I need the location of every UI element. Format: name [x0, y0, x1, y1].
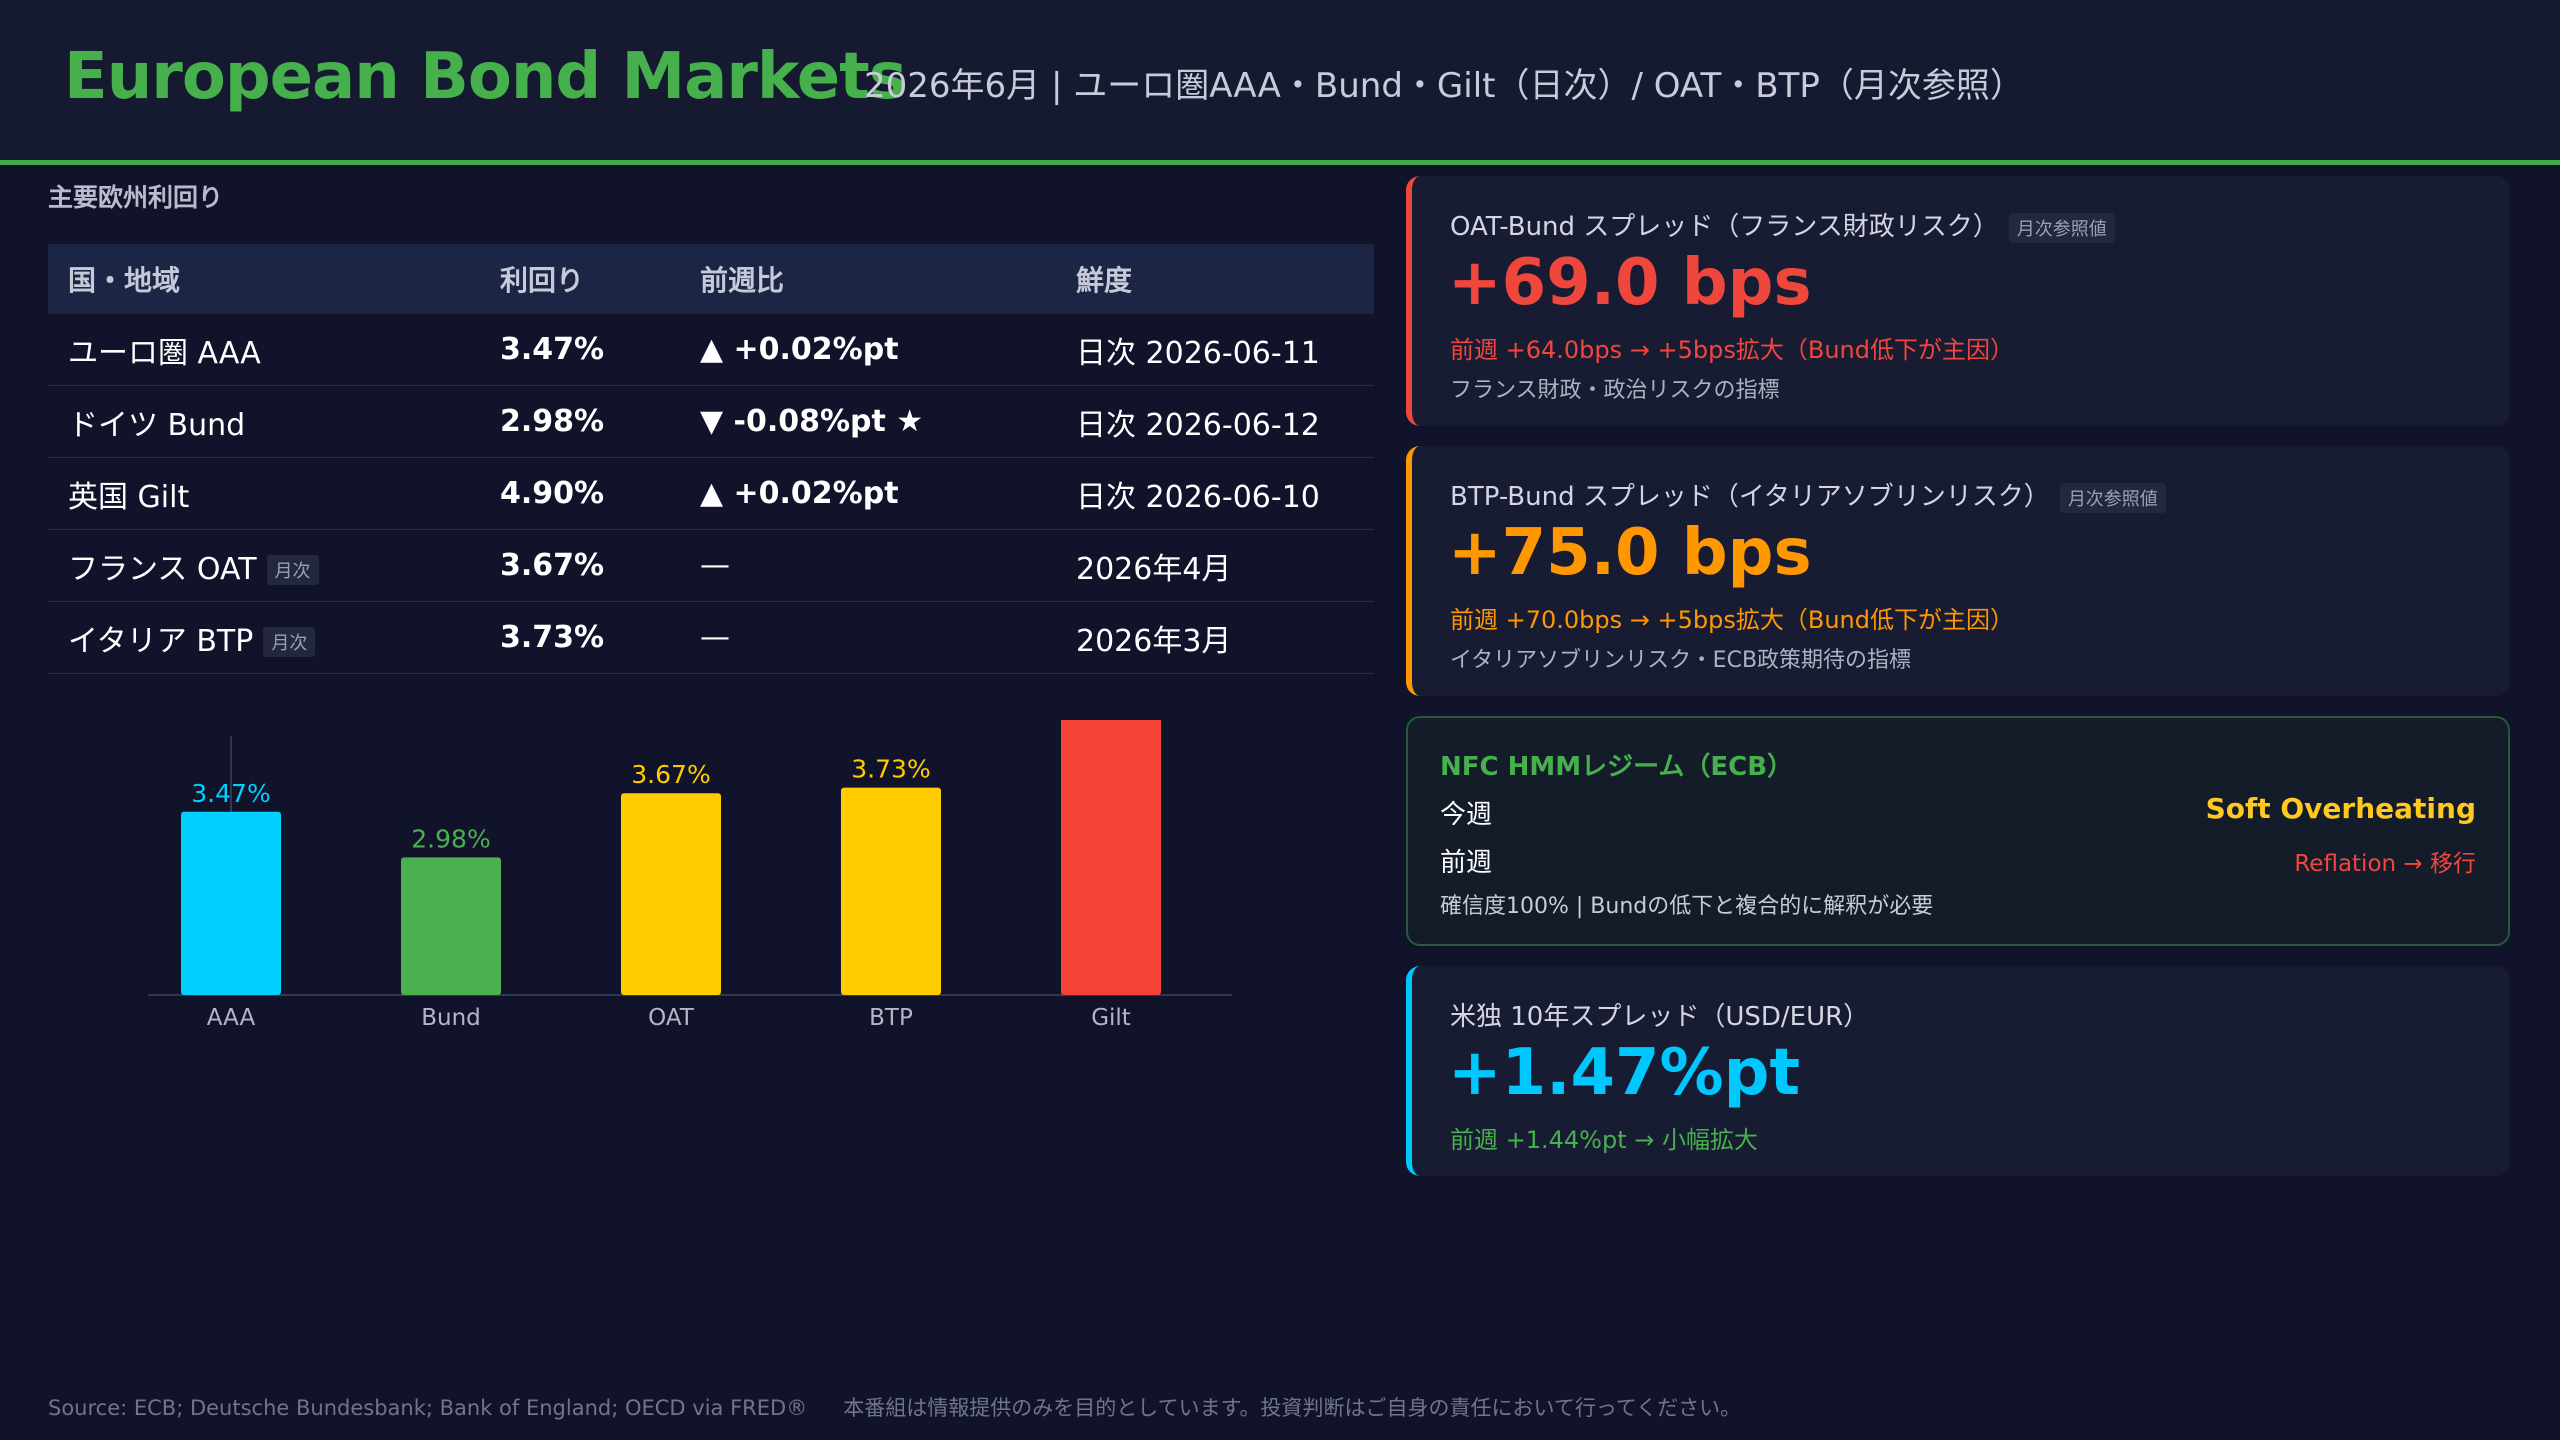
- data-label: 3.67%: [631, 760, 710, 789]
- region-cell: ドイツ Bund: [48, 385, 480, 458]
- change-cell: ▼ -0.08%pt ★: [680, 385, 1056, 458]
- spread-value: +69.0 bps: [1448, 246, 1812, 320]
- change-cell: ▲ +0.02%pt: [680, 457, 1056, 530]
- us-germany-spread-card: 米独 10年スプレッド（USD/EUR） +1.47%pt 前週 +1.44%p…: [1406, 966, 2510, 1176]
- bar-series: 3.47%AAA2.98%Bund3.67%OAT3.73%BTP4.90%Gi…: [181, 720, 1161, 1031]
- footer: Source: ECB; Deutsche Bundesbank; Bank o…: [48, 1392, 1741, 1422]
- table-row: イタリア BTP 月次 3.73% — 2026年3月: [48, 601, 1374, 674]
- x-tick-label: BTP: [869, 1005, 913, 1031]
- freshness-cell: 日次 2026-06-11: [1056, 314, 1374, 386]
- spread-change: 前週 +64.0bps → +5bps拡大（Bund低下が主因）: [1450, 336, 2014, 364]
- freshness-cell: 日次 2026-06-10: [1056, 457, 1374, 530]
- x-tick-label: Gilt: [1091, 1005, 1131, 1031]
- page-subtitle: 2026年6月 | ユーロ圏AAA・Bund・Gilt（日次）/ OAT・BTP…: [864, 66, 2024, 106]
- reference-tag: 月次参照値: [2059, 482, 2166, 513]
- yield-cell: 2.98%: [480, 385, 680, 458]
- bar-btp: [841, 787, 941, 995]
- region-cell: ユーロ圏 AAA: [48, 314, 480, 386]
- region-name: イタリア BTP: [68, 623, 254, 659]
- column-header-change: 前週比: [680, 244, 1056, 314]
- card-title: BTP-Bund スプレッド（イタリアソブリンリスク） 月次参照値: [1450, 476, 2166, 513]
- change-cell: —: [680, 529, 1056, 602]
- freshness-cell: 2026年4月: [1056, 529, 1374, 602]
- region-name: ユーロ圏 AAA: [68, 335, 261, 371]
- btp-bund-spread-card: BTP-Bund スプレッド（イタリアソブリンリスク） 月次参照値 +75.0 b…: [1406, 446, 2510, 696]
- page-title: European Bond Markets: [64, 40, 907, 114]
- this-week-label: 今週: [1440, 800, 1493, 830]
- spread-value: +1.47%pt: [1448, 1036, 1801, 1110]
- region-name: ドイツ Bund: [68, 407, 246, 443]
- yield-cell: 3.67%: [480, 529, 680, 602]
- table-header-row: 国・地域 利回り 前週比 鮮度: [48, 244, 1374, 314]
- region-name: フランス OAT: [68, 551, 257, 587]
- column-header-region: 国・地域: [48, 244, 480, 314]
- header-bar: European Bond Markets 2026年6月 | ユーロ圏AAA・…: [0, 0, 2560, 165]
- spread-description: イタリアソブリンリスク・ECB政策期待の指標: [1450, 648, 1912, 673]
- nfc-regime-card: NFC HMMレジーム（ECB） 今週 Soft Overheating 前週 …: [1406, 716, 2510, 946]
- reference-tag: 月次参照値: [2008, 212, 2115, 243]
- nfc-note: 確信度100% | Bundの低下と複合的に解釈が必要: [1440, 894, 1934, 919]
- source-note: Source: ECB; Deutsche Bundesbank; Bank o…: [48, 1396, 808, 1420]
- bar-bund: [401, 857, 501, 995]
- data-label: 2.98%: [411, 824, 490, 853]
- column-header-yield: 利回り: [480, 244, 680, 314]
- yield-cell: 4.90%: [480, 457, 680, 530]
- last-week-label: 前週: [1440, 848, 1493, 878]
- region-cell: 英国 Gilt: [48, 457, 480, 530]
- card-title: 米独 10年スプレッド（USD/EUR）: [1450, 1002, 1870, 1032]
- region-name: 英国 Gilt: [68, 479, 190, 515]
- monthly-tag: 月次: [263, 627, 316, 657]
- bar-aaa: [181, 811, 281, 995]
- last-week-regime: Reflation → 移行: [2294, 851, 2476, 877]
- yields-table: 国・地域 利回り 前週比 鮮度 ユーロ圏 AAA 3.47% ▲ +0.02%p…: [48, 244, 1374, 674]
- bar-gilt: [1061, 720, 1161, 995]
- card-title: OAT-Bund スプレッド（フランス財政リスク） 月次参照値: [1450, 206, 2115, 243]
- spread-description: フランス財政・政治リスクの指標: [1450, 378, 1780, 403]
- change-cell: ▲ +0.02%pt: [680, 314, 1056, 386]
- table-row: ユーロ圏 AAA 3.47% ▲ +0.02%pt 日次 2026-06-11: [48, 314, 1374, 386]
- freshness-cell: 日次 2026-06-12: [1056, 385, 1374, 458]
- this-week-regime: Soft Overheating: [2205, 792, 2476, 825]
- spread-value: +75.0 bps: [1448, 516, 1812, 590]
- region-cell: フランス OAT 月次: [48, 529, 480, 602]
- x-tick-label: AAA: [207, 1005, 256, 1031]
- table-section-title: 主要欧州利回り: [48, 183, 224, 212]
- yield-cell: 3.73%: [480, 601, 680, 674]
- table-row: 英国 Gilt 4.90% ▲ +0.02%pt 日次 2026-06-10: [48, 457, 1374, 530]
- oat-bund-spread-card: OAT-Bund スプレッド（フランス財政リスク） 月次参照値 +69.0 bps…: [1406, 176, 2510, 426]
- nfc-title: NFC HMMレジーム（ECB）: [1440, 752, 1794, 782]
- bar-oat: [621, 793, 721, 995]
- freshness-cell: 2026年3月: [1056, 601, 1374, 674]
- card-title-text: BTP-Bund スプレッド（イタリアソブリンリスク）: [1450, 482, 2050, 512]
- disclaimer: 本番組は情報提供のみを目的としています。投資判断はご自身の責任において行ってくだ…: [843, 1396, 1742, 1420]
- spread-change: 前週 +70.0bps → +5bps拡大（Bund低下が主因）: [1450, 606, 2014, 634]
- data-label: 3.73%: [851, 755, 930, 784]
- yield-bar-chart: 3.47%AAA2.98%Bund3.67%OAT3.73%BTP4.90%Gi…: [148, 720, 1232, 1031]
- column-header-freshness: 鮮度: [1056, 244, 1374, 314]
- x-tick-label: OAT: [648, 1005, 695, 1031]
- table-row: フランス OAT 月次 3.67% — 2026年4月: [48, 529, 1374, 602]
- change-cell: —: [680, 601, 1056, 674]
- region-cell: イタリア BTP 月次: [48, 601, 480, 674]
- spread-change: 前週 +1.44%pt → 小幅拡大: [1450, 1126, 1758, 1154]
- table-row: ドイツ Bund 2.98% ▼ -0.08%pt ★ 日次 2026-06-1…: [48, 385, 1374, 458]
- card-title-text: OAT-Bund スプレッド（フランス財政リスク）: [1450, 212, 1999, 242]
- data-label: 3.47%: [191, 779, 270, 808]
- x-tick-label: Bund: [421, 1005, 481, 1031]
- monthly-tag: 月次: [266, 555, 319, 585]
- yield-cell: 3.47%: [480, 314, 680, 386]
